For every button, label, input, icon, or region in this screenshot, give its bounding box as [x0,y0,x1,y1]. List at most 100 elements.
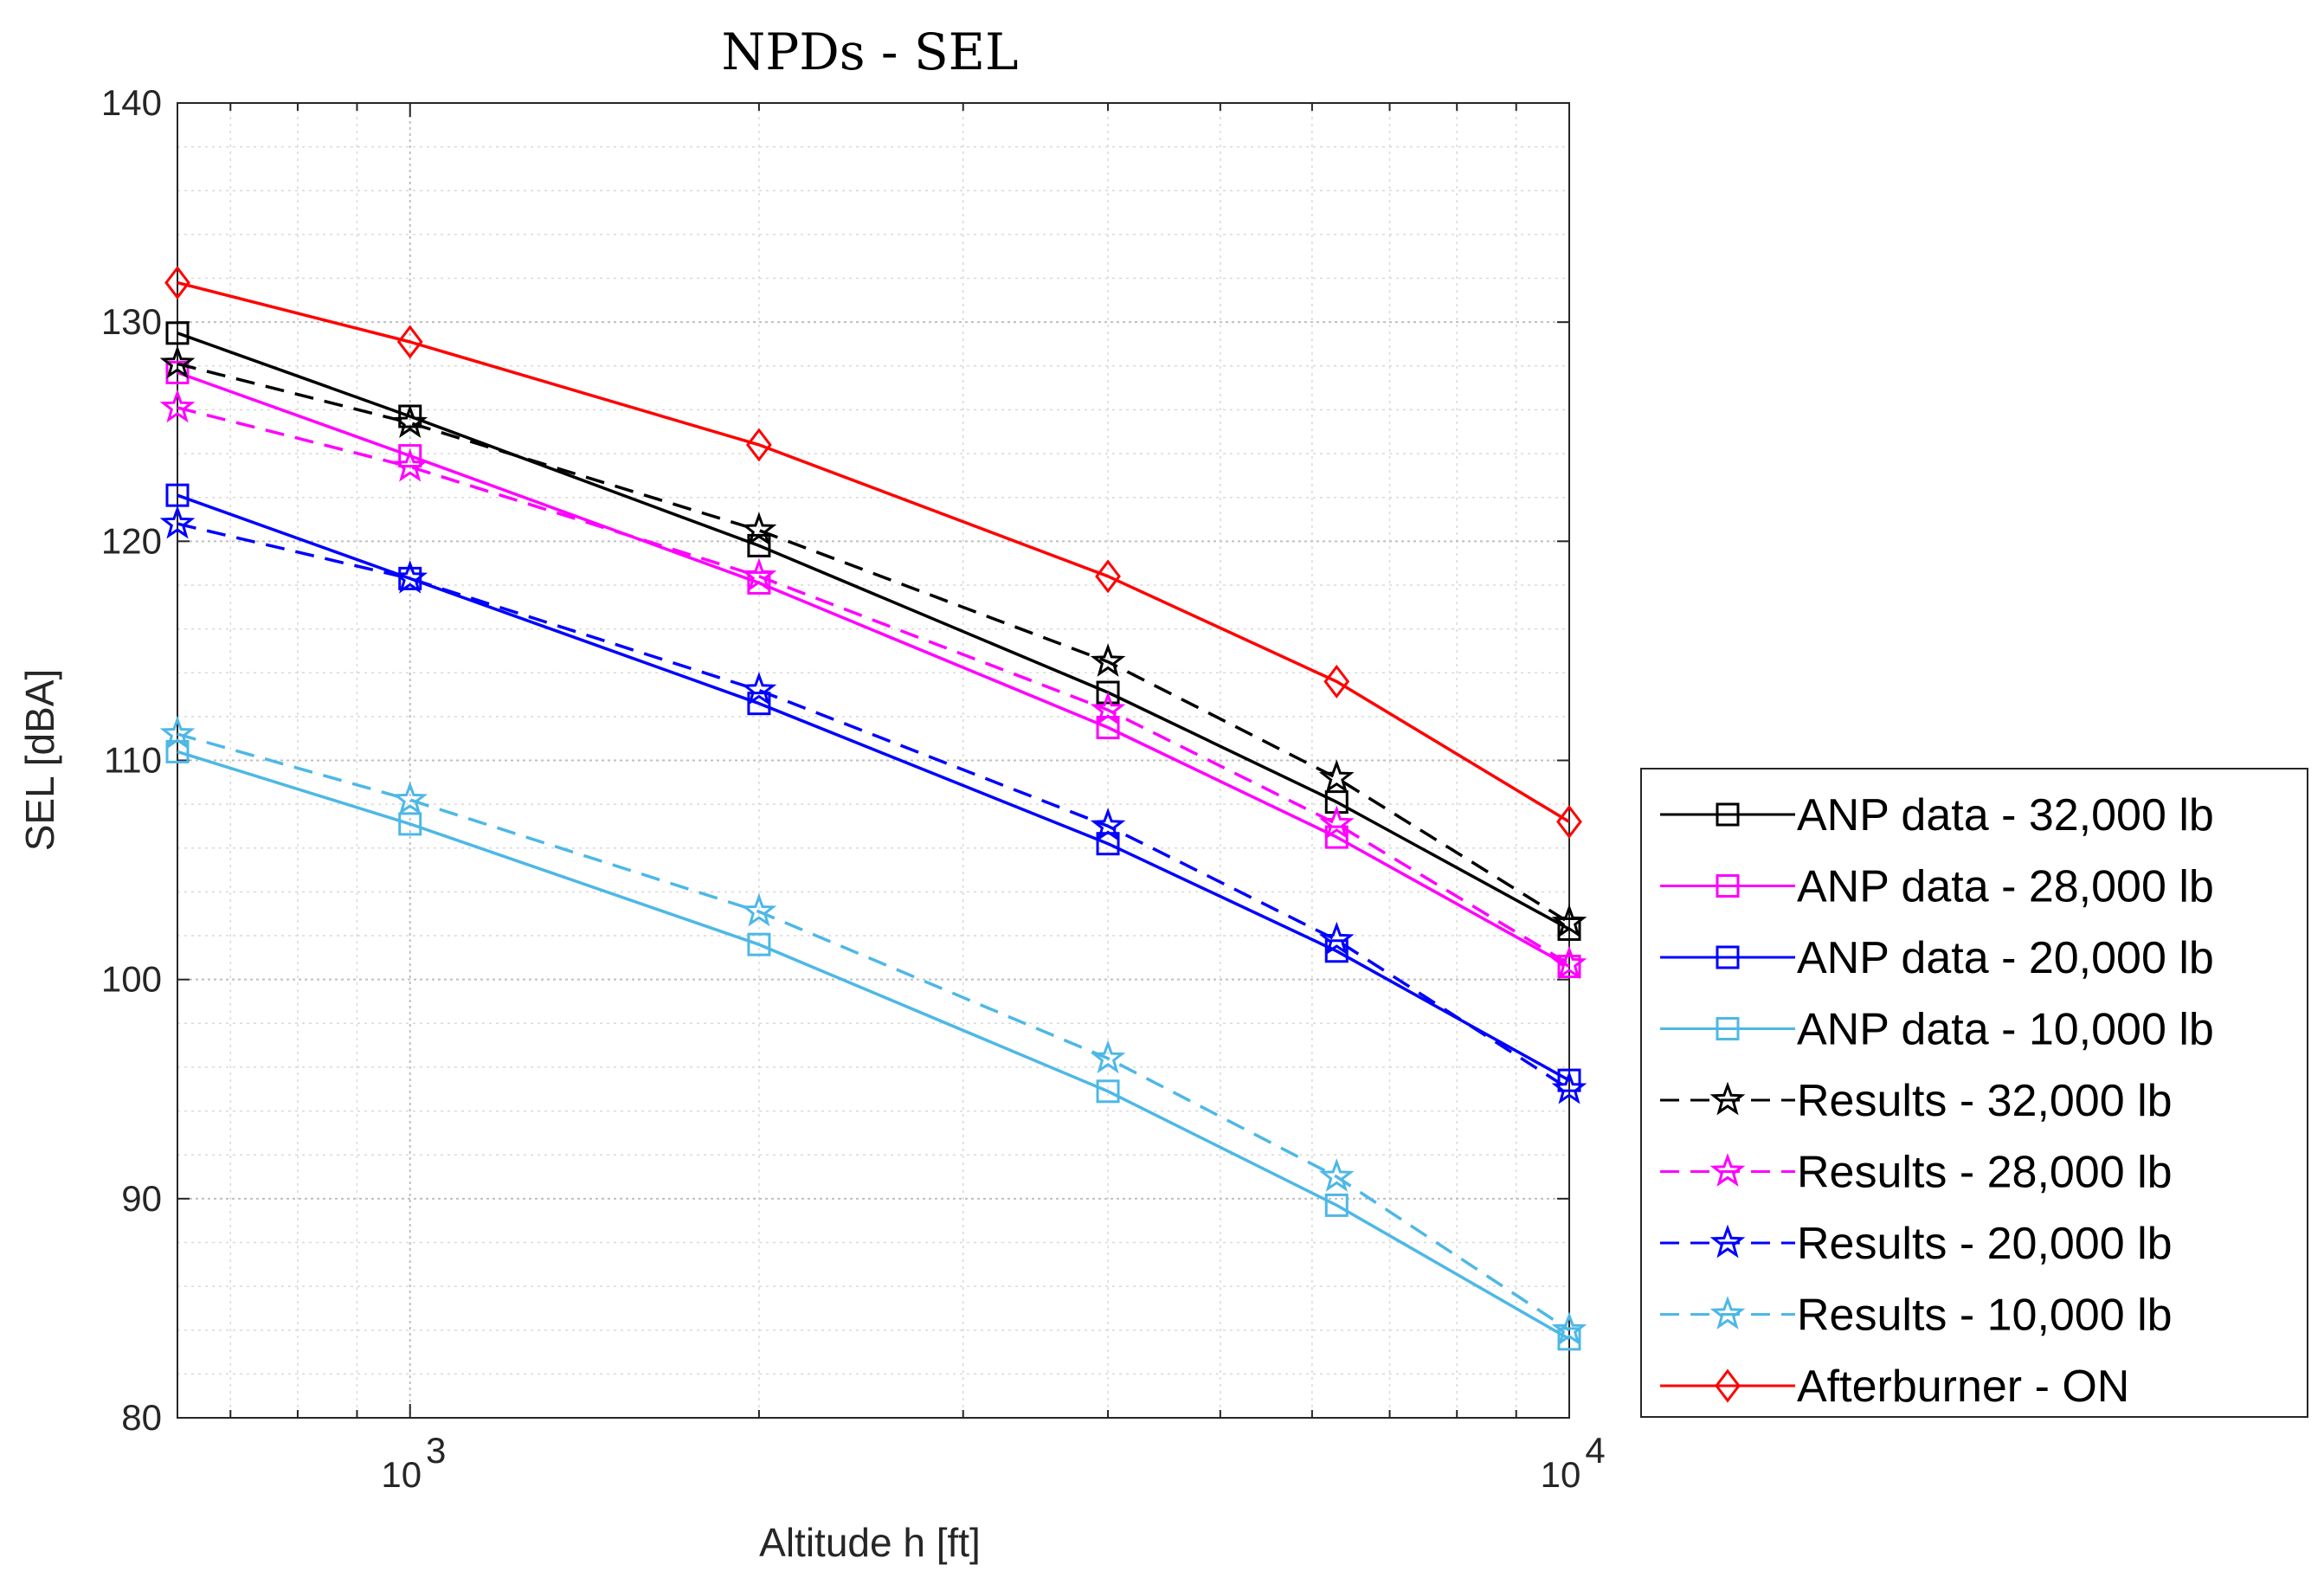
data-point [1318,921,1355,956]
legend-item: ANP data - 28,000 lb [1660,862,2214,912]
series-9 [164,266,1582,839]
legend-marker [1716,1017,1740,1040]
legend-box [1640,768,2308,1418]
data-point [747,932,771,956]
data-point [1324,939,1349,963]
y-tick-label: 100 [101,959,162,1000]
data-point [164,266,190,300]
series-line [177,280,1570,823]
data-point [741,892,777,927]
grid [177,103,1569,1418]
legend-item: Results - 10,000 lb [1660,1291,2173,1341]
data-point [1090,691,1126,725]
data-point [1551,1311,1587,1346]
legend-item: ANP data - 10,000 lb [1660,1005,2214,1055]
y-tick-label: 110 [104,740,162,781]
series-line [177,732,1570,1332]
data-point [159,344,196,379]
data-point [165,321,190,345]
data-point [1557,917,1581,941]
series-line [177,493,1570,1082]
legend-marker [1709,1153,1746,1187]
y-tick-label: 140 [101,82,162,123]
data-point [1090,808,1126,841]
legend-label: Results - 10,000 lb [1797,1291,2173,1341]
legend-marker [1709,1224,1746,1259]
data-point [741,672,777,705]
x-tick-exponent: 4 [1585,1430,1605,1471]
data-point [398,444,422,468]
y-tick-label: 90 [121,1178,162,1219]
legend-marker [1715,1368,1741,1403]
data-point [159,389,196,423]
legend-label: Results - 28,000 lb [1797,1148,2173,1198]
x-tick-exponent: 3 [426,1430,446,1471]
legend-marker [1716,874,1740,898]
data-point [1090,1040,1126,1074]
y-tick-label: 80 [121,1397,162,1438]
data-point [746,428,772,462]
data-point [392,448,428,482]
data-point [1551,904,1587,938]
legend-label: ANP data - 20,000 lb [1797,933,2214,983]
data-point [1556,804,1582,839]
legend-label: Results - 20,000 lb [1797,1219,2173,1269]
series-line [177,370,1570,969]
legend-item: Afterburner - ON [1660,1362,2129,1412]
series-layer [159,266,1587,1351]
data-point [159,715,196,750]
data-point [1324,1193,1349,1217]
data-point [747,692,771,716]
x-tick-label: 10 [1541,1454,1581,1495]
data-point [1095,559,1121,594]
series-line [177,522,1570,1091]
legend-label: ANP data - 32,000 lb [1797,790,2214,840]
data-point [398,566,422,590]
data-point [741,512,777,545]
series-6 [159,389,1587,980]
chart-title: NPDs - SEL [721,23,1018,81]
legend-item: ANP data - 32,000 lb [1660,790,2214,840]
legend-label: ANP data - 10,000 lb [1797,1005,2214,1055]
data-point [1318,805,1355,840]
data-point [1551,1070,1587,1104]
data-point [1557,1068,1581,1092]
legend-label: Results - 32,000 lb [1797,1076,2173,1126]
data-point [396,325,423,359]
data-point [1557,954,1581,978]
series-2 [165,360,1581,978]
legend-marker [1709,1081,1746,1116]
data-point [1318,1158,1355,1192]
data-point [392,560,428,594]
data-point [1096,680,1120,705]
series-line [177,362,1570,924]
legend-item: Results - 32,000 lb [1660,1076,2173,1126]
series-8 [159,715,1587,1346]
data-point [1318,759,1355,794]
series-line [177,406,1570,966]
x-tick-label: 10 [381,1454,422,1495]
legend-label: Afterburner - ON [1797,1362,2129,1412]
legend-marker [1716,945,1740,969]
legend-marker [1716,802,1740,827]
y-tick-label: 120 [101,520,162,561]
data-point [392,404,428,438]
x-axis-label: Altitude h [ft] [759,1520,981,1565]
data-point [1096,1079,1120,1104]
data-point [1090,643,1126,677]
y-tick-label: 130 [101,301,162,342]
legend-label: ANP data - 28,000 lb [1797,862,2214,912]
data-point [747,570,771,595]
series-line [177,750,1570,1341]
legend-item: Results - 20,000 lb [1660,1219,2173,1269]
data-point [392,781,428,815]
series-1 [165,321,1581,941]
data-point [165,360,190,384]
data-point [1551,945,1587,980]
legend-item: ANP data - 20,000 lb [1660,933,2214,983]
data-point [398,812,422,836]
series-line [177,332,1570,930]
data-point [741,557,777,592]
